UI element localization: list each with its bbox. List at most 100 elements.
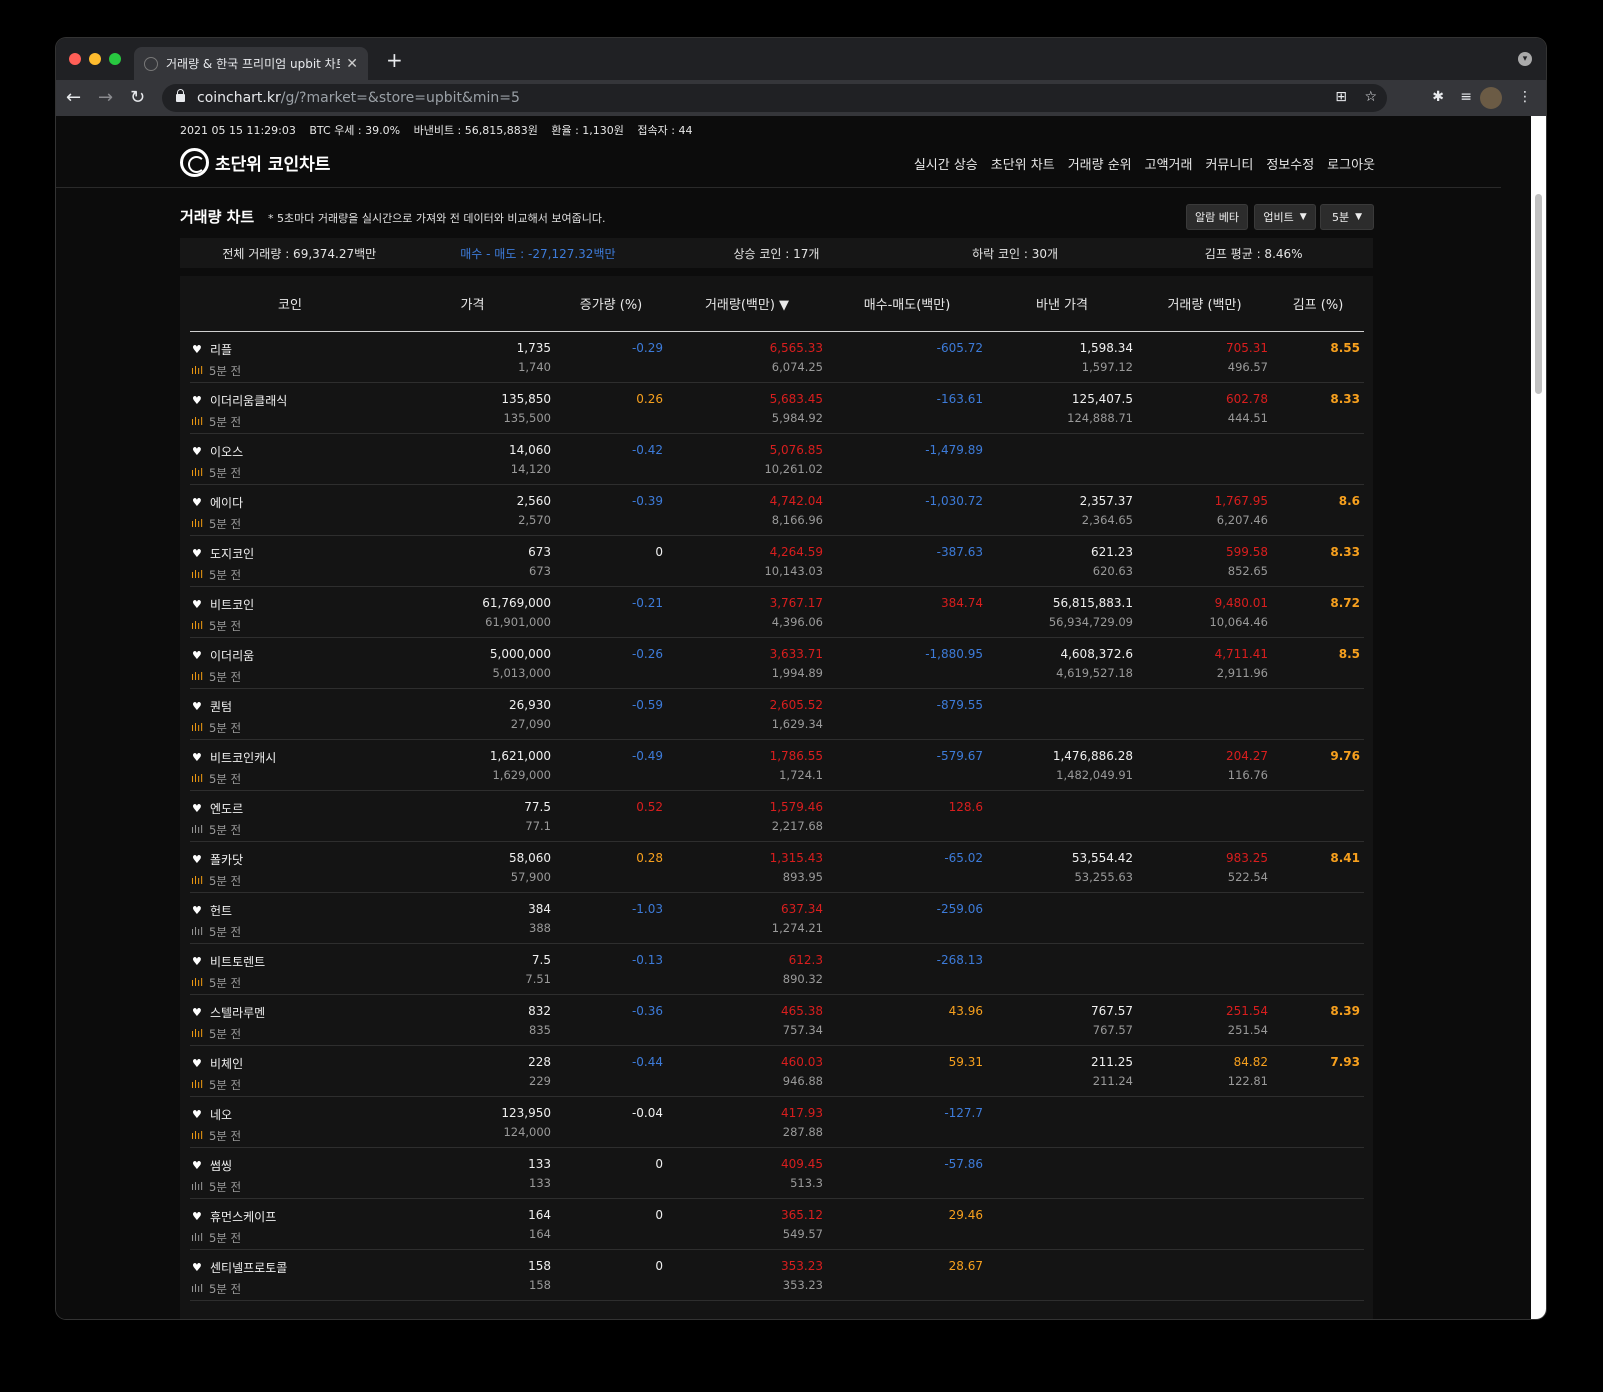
- coin-name[interactable]: 이더리움클래식: [210, 393, 288, 408]
- favorite-heart-icon[interactable]: ♥: [192, 954, 202, 968]
- chart-icon[interactable]: ılıl: [191, 364, 204, 377]
- favorite-heart-icon[interactable]: ♥: [192, 1260, 202, 1274]
- table-row[interactable]: ♥ 센티넬프로토콜 ılıl 5분 전 158 158 0 353.23 353.23 28.67: [190, 1249, 1364, 1301]
- page-scrollbar[interactable]: [1531, 116, 1546, 1319]
- chart-icon[interactable]: ılıl: [191, 619, 204, 632]
- chart-icon[interactable]: ılıl: [191, 772, 204, 785]
- favorite-heart-icon[interactable]: ♥: [192, 1005, 202, 1019]
- favorite-heart-icon[interactable]: ♥: [192, 852, 202, 866]
- favorite-heart-icon[interactable]: ♥: [192, 444, 202, 458]
- back-arrow-icon[interactable]: ←: [66, 87, 82, 108]
- nav-large-trades[interactable]: 고액거래: [1144, 158, 1193, 173]
- chart-icon[interactable]: ılıl: [191, 415, 204, 428]
- table-row[interactable]: ♥ 비트코인 ılıl 5분 전 61,769,000 61,901,000 -0.21 3,…: [190, 586, 1364, 638]
- extensions-puzzle-icon[interactable]: ✱: [1432, 89, 1444, 105]
- table-row[interactable]: ♥ 썸씽 ılıl 5분 전 133 133 0 409.45 513.3 -57.86: [190, 1147, 1364, 1199]
- coin-name[interactable]: 에이다: [210, 495, 244, 510]
- chart-icon[interactable]: ılıl: [191, 568, 204, 581]
- reload-icon[interactable]: ↻: [130, 87, 146, 108]
- chart-icon[interactable]: ılıl: [191, 976, 204, 989]
- coin-name[interactable]: 이오스: [210, 444, 244, 459]
- col-volume[interactable]: 거래량(백만) ▼: [667, 276, 827, 332]
- new-tab-button[interactable]: +: [386, 48, 403, 72]
- favorite-heart-icon[interactable]: ♥: [192, 750, 202, 764]
- chart-icon[interactable]: ılıl: [191, 1180, 204, 1193]
- coin-name[interactable]: 퀀텀: [210, 699, 233, 714]
- nav-realtime-rise[interactable]: 실시간 상승: [913, 158, 978, 173]
- favorite-heart-icon[interactable]: ♥: [192, 1158, 202, 1172]
- nav-second-chart[interactable]: 초단위 차트: [990, 158, 1055, 173]
- favorite-heart-icon[interactable]: ♥: [192, 393, 202, 407]
- coin-name[interactable]: 폴카닷: [210, 852, 244, 867]
- tab-search-icon[interactable]: ▾: [1518, 52, 1532, 66]
- coin-name[interactable]: 비체인: [210, 1056, 244, 1071]
- nav-volume-rank[interactable]: 거래량 순위: [1067, 158, 1132, 173]
- chart-icon[interactable]: ılıl: [191, 517, 204, 530]
- table-row[interactable]: ♥ 리플 ılıl 5분 전 1,735 1,740 -0.29 6,565.33 6,074.…: [190, 331, 1364, 383]
- table-row[interactable]: ♥ 도지코인 ılıl 5분 전 673 673 0 4,264.59 10,143.03 -38…: [190, 535, 1364, 587]
- col-bid-ask[interactable]: 매수-매도(백만): [827, 276, 987, 332]
- coin-name[interactable]: 비트코인: [210, 597, 255, 612]
- close-window-button[interactable]: [69, 53, 81, 65]
- favorite-heart-icon[interactable]: ♥: [192, 801, 202, 815]
- coin-name[interactable]: 엔도르: [210, 801, 244, 816]
- favorite-heart-icon[interactable]: ♥: [192, 648, 202, 662]
- forward-arrow-icon[interactable]: →: [98, 87, 114, 108]
- bookmark-star-icon[interactable]: ☆: [1364, 89, 1377, 105]
- chart-icon[interactable]: ılıl: [191, 466, 204, 479]
- address-bar[interactable]: coinchart.kr/g/?market=&store=upbit&min=…: [162, 84, 1387, 112]
- coin-name[interactable]: 휴먼스케이프: [210, 1209, 277, 1224]
- favorite-heart-icon[interactable]: ♥: [192, 903, 202, 917]
- nav-community[interactable]: 커뮤니티: [1205, 158, 1254, 173]
- table-row[interactable]: ♥ 에이다 ılıl 5분 전 2,560 2,570 -0.39 4,742.04 8,166…: [190, 484, 1364, 536]
- coin-name[interactable]: 리플: [210, 342, 233, 357]
- coin-name[interactable]: 헌트: [210, 903, 233, 918]
- coin-name[interactable]: 도지코인: [210, 546, 255, 561]
- coin-name[interactable]: 비트코인캐시: [210, 750, 277, 765]
- col-price[interactable]: 가격: [390, 276, 555, 332]
- coin-name[interactable]: 비트토렌트: [210, 954, 266, 969]
- chart-icon[interactable]: ılıl: [191, 1078, 204, 1091]
- browser-tab[interactable]: 거래량 & 한국 프리미엄 upbit 차트 ✕: [134, 47, 368, 80]
- favorite-heart-icon[interactable]: ♥: [192, 597, 202, 611]
- col-kimp[interactable]: 김프 (%): [1272, 276, 1364, 332]
- table-row[interactable]: ♥ 스텔라루멘 ılıl 5분 전 832 835 -0.36 465.38 757.34 43.…: [190, 994, 1364, 1046]
- alarm-beta-button[interactable]: 알람 베타: [1186, 204, 1248, 230]
- nav-logout[interactable]: 로그아웃: [1327, 158, 1375, 173]
- table-row[interactable]: ♥ 비트코인캐시 ılıl 5분 전 1,621,000 1,629,000 -0.49 1,…: [190, 739, 1364, 791]
- table-row[interactable]: ♥ 퀀텀 ılıl 5분 전 26,930 27,090 -0.59 2,605.52 1,62…: [190, 688, 1364, 740]
- favorite-heart-icon[interactable]: ♥: [192, 1209, 202, 1223]
- maximize-window-button[interactable]: [109, 53, 121, 65]
- more-menu-icon[interactable]: ⋮: [1518, 89, 1532, 105]
- chart-icon[interactable]: ılıl: [191, 925, 204, 938]
- favorite-heart-icon[interactable]: ♥: [192, 546, 202, 560]
- chart-icon[interactable]: ılıl: [191, 721, 204, 734]
- chart-icon[interactable]: ılıl: [191, 823, 204, 836]
- col-binance-volume[interactable]: 거래량 (백만): [1137, 276, 1272, 332]
- table-row[interactable]: ♥ 휴먼스케이프 ılıl 5분 전 164 164 0 365.12 549.57 29.46: [190, 1198, 1364, 1250]
- table-row[interactable]: ♥ 엔도르 ılıl 5분 전 77.5 77.1 0.52 1,579.46 2,217.68…: [190, 790, 1364, 842]
- chart-icon[interactable]: ılıl: [191, 1231, 204, 1244]
- favorite-heart-icon[interactable]: ♥: [192, 495, 202, 509]
- chart-icon[interactable]: ılıl: [191, 1129, 204, 1142]
- interval-select[interactable]: 5분 ▼: [1320, 204, 1374, 230]
- profile-avatar[interactable]: [1480, 87, 1502, 109]
- close-tab-icon[interactable]: ✕: [346, 55, 358, 72]
- table-row[interactable]: ♥ 이더리움 ılıl 5분 전 5,000,000 5,013,000 -0.26 3,63…: [190, 637, 1364, 689]
- coin-name[interactable]: 이더리움: [210, 648, 255, 663]
- coin-name[interactable]: 네오: [210, 1107, 233, 1122]
- chart-icon[interactable]: ılıl: [191, 1282, 204, 1295]
- favorite-heart-icon[interactable]: ♥: [192, 699, 202, 713]
- site-logo[interactable]: 초단위 코인차트: [180, 148, 330, 177]
- coin-name[interactable]: 스텔라루멘: [210, 1005, 266, 1020]
- favorite-heart-icon[interactable]: ♥: [192, 1107, 202, 1121]
- table-row[interactable]: ♥ 폴카닷 ılıl 5분 전 58,060 57,900 0.28 1,315.43 893.…: [190, 841, 1364, 893]
- col-binance-price[interactable]: 바낸 가격: [987, 276, 1137, 332]
- translate-icon[interactable]: ⊞: [1335, 89, 1347, 105]
- table-row[interactable]: ♥ 이오스 ılıl 5분 전 14,060 14,120 -0.42 5,076.85 10,…: [190, 433, 1364, 485]
- favorite-heart-icon[interactable]: ♥: [192, 1056, 202, 1070]
- minimize-window-button[interactable]: [89, 53, 101, 65]
- exchange-select[interactable]: 업비트 ▼: [1254, 204, 1316, 230]
- table-row[interactable]: ♥ 비체인 ılıl 5분 전 228 229 -0.44 460.03 946.88 59.31…: [190, 1045, 1364, 1097]
- chart-icon[interactable]: ılıl: [191, 670, 204, 683]
